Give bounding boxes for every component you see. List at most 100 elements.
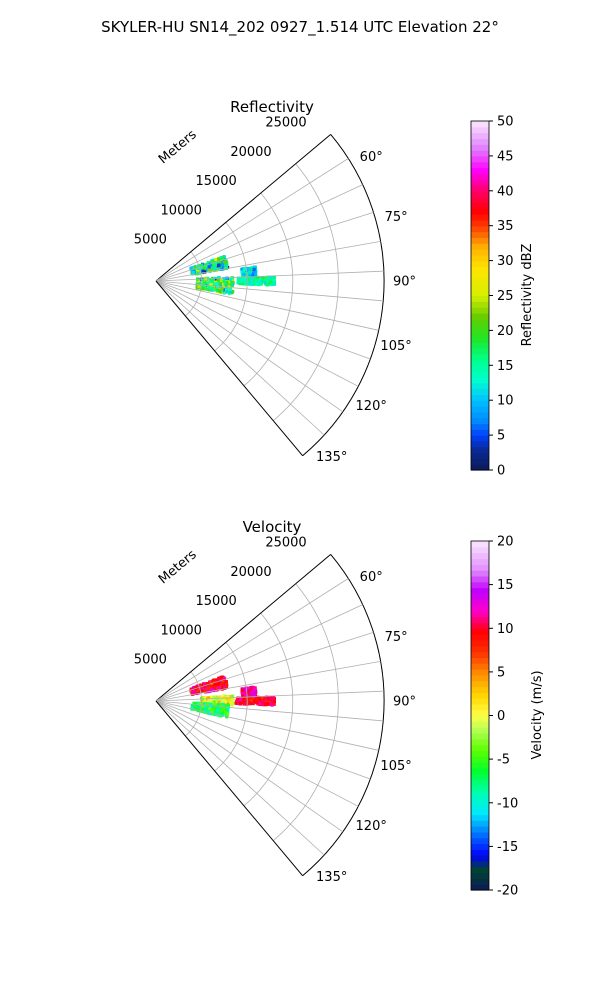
- colorbar-segment: [471, 599, 489, 606]
- echo-gate: [239, 698, 243, 702]
- echo-gate: [230, 694, 235, 698]
- echo-gate: [243, 268, 247, 272]
- echo-gate: [207, 706, 212, 710]
- range-ring: [302, 134, 385, 457]
- echo-gate: [255, 698, 259, 702]
- echo-gate: [216, 683, 220, 687]
- colorbar-tick-label: 20: [497, 535, 514, 550]
- echo-gate: [253, 270, 257, 275]
- echo-gate: [260, 696, 264, 700]
- colorbar-segment: [471, 446, 489, 454]
- colorbar-segment: [471, 196, 489, 204]
- azimuth-tick-label: 120°: [356, 399, 387, 414]
- echo-gate: [251, 281, 255, 285]
- colorbar-segment: [471, 400, 489, 407]
- echo-gate: [197, 701, 201, 705]
- echo-gate: [252, 267, 256, 272]
- echo-gate: [217, 257, 221, 261]
- echo-gate: [195, 707, 199, 711]
- echo-gate: [205, 702, 209, 707]
- azimuth-spoke: [155, 604, 363, 702]
- echo-gate: [220, 711, 224, 715]
- colorbar-segment: [471, 155, 489, 163]
- colorbar-segment: [471, 406, 489, 413]
- echo-gate: [228, 287, 232, 292]
- echo-gate: [218, 260, 222, 264]
- echo-gate: [212, 710, 216, 714]
- azimuth-tick-label: 105°: [380, 759, 411, 774]
- colorbar-segment: [471, 581, 489, 589]
- echo-gate: [225, 280, 229, 284]
- colorbar-segment: [471, 248, 489, 256]
- echo-gate: [214, 678, 218, 682]
- colorbar-tick-label: -15: [497, 840, 518, 855]
- echo-gate: [231, 278, 235, 282]
- echo-gate: [222, 284, 227, 288]
- echo-gate: [269, 701, 273, 705]
- echo-gate: [272, 702, 276, 706]
- colorbar-segment: [471, 231, 489, 238]
- echo-gate: [198, 684, 202, 688]
- echo-gate: [237, 278, 241, 282]
- colorbar-segment: [471, 628, 489, 635]
- radial-tick-label: 15000: [195, 594, 236, 609]
- colorbar-tick-label: 10: [497, 394, 514, 409]
- colorbar-segment: [471, 411, 489, 419]
- echo-gate: [224, 282, 228, 286]
- echo-gate: [255, 701, 259, 705]
- colorbar-segment: [471, 732, 489, 740]
- colorbar-segment: [471, 546, 489, 554]
- echo-gate: [200, 697, 204, 702]
- colorbar-segment: [471, 237, 489, 244]
- echo-gate: [213, 682, 217, 686]
- azimuth-spoke: [155, 690, 384, 702]
- echo-gate: [252, 276, 256, 280]
- echo-gate: [196, 269, 200, 273]
- azimuth-spoke: [155, 700, 359, 807]
- azimuth-tick-label: 75°: [385, 210, 408, 225]
- colorbar-segment: [471, 575, 489, 583]
- echo-gate: [203, 270, 207, 274]
- echo-gate: [201, 683, 205, 687]
- echo-gate: [251, 273, 255, 277]
- colorbar-segment: [471, 307, 489, 314]
- colorbar-segment: [471, 808, 489, 815]
- echo-gate: [264, 277, 268, 281]
- colorbar-segment: [471, 342, 489, 349]
- echo-gate: [196, 688, 200, 692]
- echo-gate: [241, 691, 245, 695]
- echo-gate: [231, 281, 235, 285]
- velocity-colorbar: -20 -15 -10 -5 0 5 10 15 20: [470, 535, 518, 899]
- colorbar-segment: [471, 866, 489, 874]
- echo-gate: [250, 701, 254, 706]
- azimuth-spoke: [155, 632, 374, 702]
- azimuth-tick-label: 135°: [316, 450, 347, 465]
- echo-gate: [218, 282, 222, 286]
- colorbar-segment: [471, 721, 489, 728]
- echo-gate: [229, 282, 233, 286]
- echo-gate: [211, 706, 215, 710]
- colorbar-segment: [471, 692, 489, 699]
- echo-gate: [226, 706, 230, 710]
- azimuth-spoke: [155, 280, 379, 331]
- reflectivity-colorbar: 0 5 10 15 20 25 30 35 40 45 50: [470, 115, 514, 479]
- echo-gate: [252, 694, 256, 698]
- colorbar-segment: [471, 715, 489, 722]
- echo-gate: [202, 267, 206, 271]
- colorbar-segment: [471, 663, 489, 670]
- echo-gate: [242, 272, 246, 276]
- echo-gate: [201, 286, 205, 290]
- echo-gate: [240, 688, 244, 692]
- colorbar-segment: [471, 738, 489, 746]
- radial-tick-label: 20000: [230, 145, 271, 160]
- echo-gate: [228, 289, 233, 293]
- echo-gate: [222, 279, 226, 284]
- colorbar-segment: [471, 266, 489, 273]
- echo-gate: [238, 702, 242, 706]
- colorbar-segment: [471, 791, 489, 798]
- velocity-grid: 5000 10000 15000 20000 25000 60° 75° 90° 105° 120…: [134, 535, 416, 885]
- echo-gate: [211, 260, 215, 264]
- colorbar-segment: [471, 202, 489, 209]
- azimuth-tick-label: 135°: [316, 870, 347, 885]
- echo-gate: [230, 289, 235, 293]
